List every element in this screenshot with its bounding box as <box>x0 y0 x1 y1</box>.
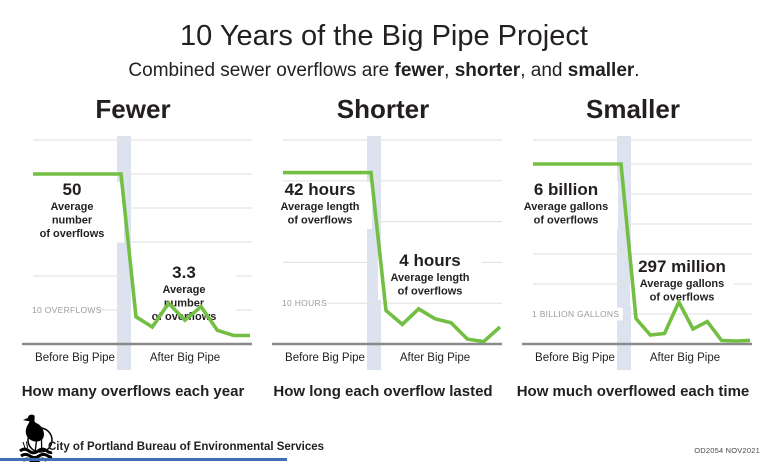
x-label-after: After Big Pipe <box>150 352 220 364</box>
x-label-before: Before Big Pipe <box>535 352 615 364</box>
after-annotation-desc: Average gallons <box>640 278 725 290</box>
panel-smaller: Smaller 1 BILLION GALLONS 6 billion Average… <box>508 94 758 400</box>
after-annotation-value: 4 hours <box>399 251 460 270</box>
after-annotation-knockout <box>630 259 734 306</box>
axis-tick-label: 10 OVERFLOWS <box>32 305 102 315</box>
subtitle-part: , and <box>520 60 568 81</box>
before-annotation-value: 42 hours <box>285 180 356 199</box>
axis-tick-label: 10 HOURS <box>282 298 327 308</box>
after-annotation-desc: Average length <box>390 272 469 284</box>
panel-caption-fewer: How many overflows each year <box>21 383 245 400</box>
tick-label-knockout <box>528 307 623 321</box>
subtitle-part: shorter <box>454 60 521 81</box>
overflow-trend-line <box>533 162 751 343</box>
before-annotation-value: 6 billion <box>534 180 598 199</box>
subtitle-part: fewer <box>394 60 445 81</box>
heron-icon <box>22 414 45 452</box>
portland-bes-logo <box>19 414 53 462</box>
tick-label-knockout <box>28 303 98 317</box>
tick-label-knockout <box>278 296 327 310</box>
footer-org-name: City of Portland Bureau of Environmental… <box>48 441 325 453</box>
subtitle-part: . <box>634 60 640 81</box>
x-label-before: Before Big Pipe <box>35 352 115 364</box>
after-annotation-knockout <box>378 253 482 300</box>
panel-caption-shorter: How long each overflow lasted <box>273 383 493 400</box>
before-annotation-value: 50 <box>63 180 82 199</box>
axis-tick-label: 1 BILLION GALLONS <box>532 309 619 319</box>
subtitle-part: , <box>444 60 455 81</box>
overflow-trend-line <box>33 172 250 338</box>
after-annotation-value: 3.3 <box>172 263 196 282</box>
x-label-after: After Big Pipe <box>400 352 470 364</box>
panel-heading-smaller: Smaller <box>586 94 680 124</box>
after-annotation-knockout <box>132 265 236 326</box>
after-annotation-desc: of overflows <box>398 286 463 298</box>
before-annotation-knockout <box>268 182 372 229</box>
footer-rule <box>0 458 287 461</box>
before-annotation-desc: of overflows <box>288 215 353 227</box>
page-title: 10 Years of the Big Pipe Project <box>180 20 588 52</box>
before-annotation-knockout <box>20 182 124 243</box>
after-annotation-desc: of overflows <box>650 292 715 304</box>
overflow-trend-line <box>283 170 502 344</box>
after-annotation-value: 297 million <box>638 257 726 276</box>
x-label-after: After Big Pipe <box>650 352 720 364</box>
before-annotation-desc: of overflows <box>40 228 105 240</box>
panels-row: Fewer 10 OVERFLOWS 50 Average number of overf… <box>8 94 760 400</box>
panel-caption-smaller: How much overflowed each time <box>516 383 750 400</box>
before-annotation-desc: Average <box>50 201 93 213</box>
subtitle-part: smaller <box>567 60 635 81</box>
x-label-before: Before Big Pipe <box>285 352 365 364</box>
after-annotation-desc: Average <box>162 284 205 296</box>
panel-fewer: Fewer 10 OVERFLOWS 50 Average number of overf… <box>8 94 258 400</box>
before-annotation-desc: Average length <box>280 201 359 213</box>
subtitle-part: Combined sewer overflows are <box>128 60 395 81</box>
before-annotation-desc: Average gallons <box>524 201 609 213</box>
before-annotation-desc: number <box>52 215 93 227</box>
subtitle: Combined sewer overflows are fewer, shor… <box>0 60 768 82</box>
panel-heading-fewer: Fewer <box>95 94 171 124</box>
chart-shorter: 10 HOURS 42 hours Average length of overflo… <box>268 136 502 370</box>
chart-smaller: 1 BILLION GALLONS 6 billion Average gallon… <box>514 136 752 370</box>
before-annotation-desc: of overflows <box>534 215 599 227</box>
panel-shorter: Shorter 10 HOURS 42 hours Average length of … <box>258 94 508 400</box>
panel-heading-shorter: Shorter <box>336 94 430 124</box>
doc-code: OD2054 NOV2021 <box>694 446 760 455</box>
before-annotation-knockout <box>514 182 618 229</box>
